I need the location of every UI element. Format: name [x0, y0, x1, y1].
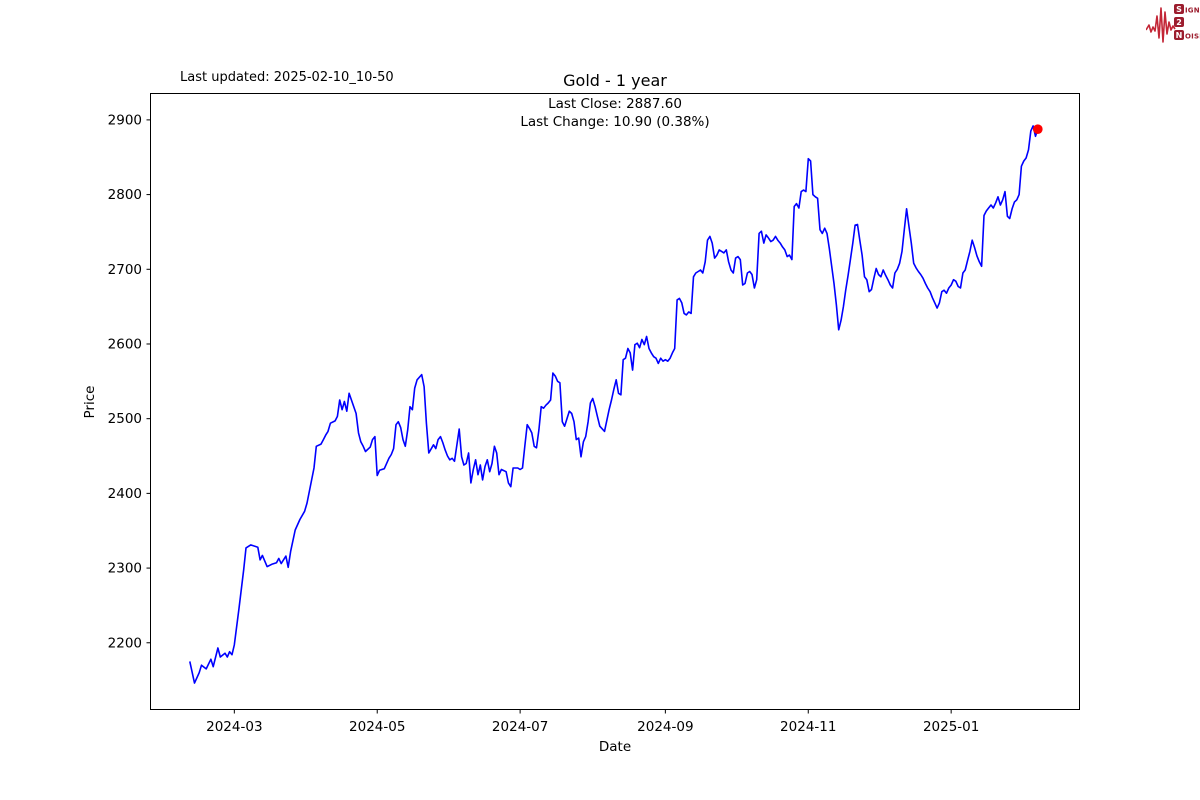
y-tick-label: 2400 [108, 486, 142, 502]
y-tick-label: 2200 [108, 635, 142, 651]
logo-letter-box-2 [1174, 17, 1184, 27]
price-line [189, 125, 1039, 684]
last-change-label: Last Change: 10.90 (0.38%) [520, 114, 710, 130]
x-tick-label: 2024-11 [780, 719, 836, 735]
plot-frame [150, 93, 1080, 710]
last-close-label: Last Close: 2887.60 [548, 96, 682, 112]
y-tick-label: 2900 [108, 112, 142, 128]
y-tick-label: 2800 [108, 187, 142, 203]
x-tick-label: 2024-09 [637, 719, 693, 735]
y-tick-label: 2700 [108, 262, 142, 278]
logo-letter-s: S [1176, 5, 1182, 14]
logo-letter-n: N [1176, 31, 1183, 40]
logo-text-noise: OISE [1185, 33, 1200, 41]
x-tick-label: 2024-05 [349, 719, 405, 735]
last-price-marker [1033, 124, 1043, 134]
y-tick-label: 2300 [108, 561, 142, 577]
x-tick-label: 2024-03 [206, 719, 262, 735]
x-tick-label: 2025-01 [923, 719, 979, 735]
y-tick-label: 2500 [108, 411, 142, 427]
signal-2-noise-logo: S IGNAL 2 N OISE [1146, 4, 1200, 43]
x-axis-label: Date [598, 739, 632, 755]
ekg-waveform-icon [1146, 7, 1176, 43]
y-tick-label: 2600 [108, 336, 142, 352]
logo-letter-box-s [1174, 4, 1184, 14]
logo-text-signal: IGNAL [1185, 7, 1200, 15]
logo-letter-2: 2 [1176, 18, 1182, 27]
last-updated-label: Last updated: 2025-02-10_10-50 [180, 70, 394, 85]
chart-title: Gold - 1 year [563, 71, 667, 90]
logo-letter-box-n [1174, 30, 1184, 40]
x-tick-label: 2024-07 [492, 719, 548, 735]
